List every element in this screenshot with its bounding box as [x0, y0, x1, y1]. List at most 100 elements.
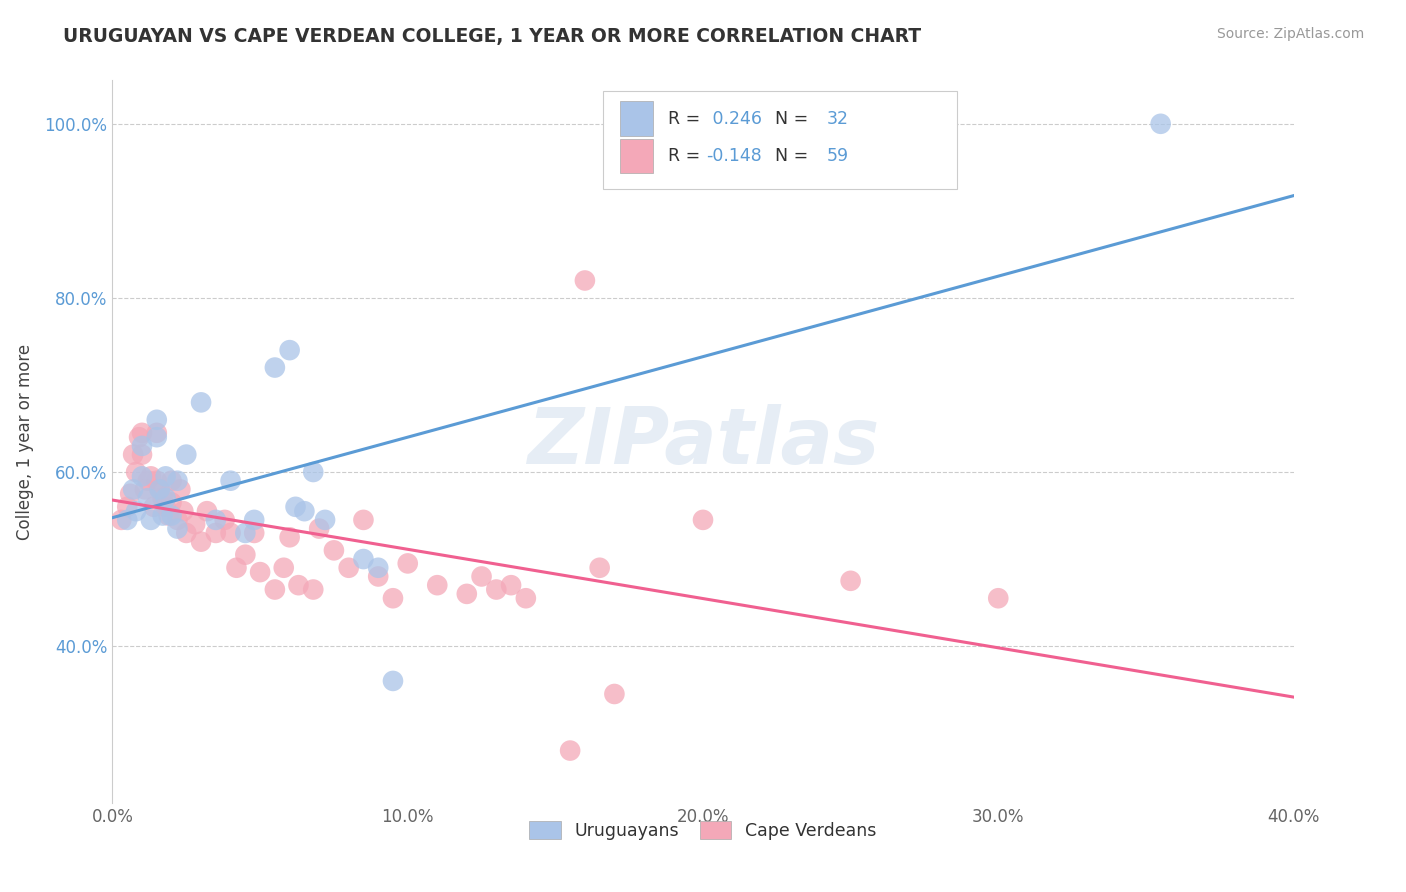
Point	[367, 561, 389, 575]
Point	[157, 508, 180, 523]
Point	[155, 469, 177, 483]
Point	[131, 469, 153, 483]
Point	[122, 483, 145, 497]
Point	[136, 491, 159, 505]
Text: R =: R =	[668, 147, 706, 165]
Point	[155, 491, 177, 505]
Point	[152, 491, 174, 505]
Point	[382, 591, 405, 606]
Point	[574, 273, 596, 287]
Point	[205, 513, 228, 527]
Point	[155, 500, 177, 514]
Point	[139, 469, 162, 483]
Point	[195, 504, 218, 518]
Text: ZIPatlas: ZIPatlas	[527, 403, 879, 480]
Point	[146, 413, 169, 427]
Point	[243, 525, 266, 540]
Text: R =: R =	[668, 110, 706, 128]
Point	[302, 582, 325, 597]
Point	[456, 587, 478, 601]
Point	[278, 530, 301, 544]
Text: 32: 32	[827, 110, 849, 128]
Point	[146, 474, 169, 488]
Point	[152, 508, 174, 523]
Point	[117, 500, 138, 514]
Point	[160, 508, 183, 523]
Point	[692, 513, 714, 527]
Text: Source: ZipAtlas.com: Source: ZipAtlas.com	[1216, 27, 1364, 41]
Point	[323, 543, 346, 558]
Point	[169, 483, 191, 497]
Point	[1150, 117, 1173, 131]
Text: -0.148: -0.148	[707, 147, 762, 165]
Point	[146, 430, 169, 444]
Legend: Uruguayans, Cape Verdeans: Uruguayans, Cape Verdeans	[520, 813, 886, 848]
Y-axis label: College, 1 year or more: College, 1 year or more	[15, 343, 34, 540]
Point	[225, 561, 247, 575]
Point	[337, 561, 360, 575]
Point	[470, 569, 494, 583]
Point	[278, 343, 301, 358]
Point	[249, 565, 271, 579]
Text: N =: N =	[765, 147, 814, 165]
Point	[190, 534, 212, 549]
Point	[172, 504, 194, 518]
Point	[149, 483, 172, 497]
FancyBboxPatch shape	[620, 101, 654, 136]
Point	[501, 578, 523, 592]
Text: URUGUAYAN VS CAPE VERDEAN COLLEGE, 1 YEAR OR MORE CORRELATION CHART: URUGUAYAN VS CAPE VERDEAN COLLEGE, 1 YEA…	[63, 27, 921, 45]
Point	[396, 557, 419, 571]
Point	[131, 439, 153, 453]
Point	[839, 574, 862, 588]
Point	[352, 552, 374, 566]
Point	[134, 483, 156, 497]
Point	[219, 525, 242, 540]
FancyBboxPatch shape	[620, 139, 654, 173]
Point	[184, 517, 207, 532]
Point	[166, 522, 188, 536]
Point	[243, 513, 266, 527]
Point	[233, 525, 256, 540]
Point	[139, 513, 162, 527]
Point	[136, 474, 159, 488]
Point	[142, 500, 165, 514]
Text: 0.246: 0.246	[707, 110, 762, 128]
Point	[125, 465, 148, 479]
Point	[219, 474, 242, 488]
Point	[122, 448, 145, 462]
Point	[174, 448, 197, 462]
Point	[131, 448, 153, 462]
Point	[603, 687, 626, 701]
Point	[264, 582, 287, 597]
FancyBboxPatch shape	[603, 91, 957, 189]
Point	[987, 591, 1010, 606]
Point	[558, 743, 582, 757]
Point	[515, 591, 537, 606]
Text: N =: N =	[765, 110, 814, 128]
Point	[120, 487, 142, 501]
Point	[205, 525, 228, 540]
Point	[160, 495, 183, 509]
Point	[174, 525, 197, 540]
Point	[146, 425, 169, 440]
Point	[308, 522, 330, 536]
Text: 59: 59	[827, 147, 849, 165]
Point	[273, 561, 295, 575]
Point	[287, 578, 309, 592]
Point	[302, 465, 325, 479]
Point	[149, 483, 172, 497]
Point	[110, 513, 132, 527]
Point	[166, 513, 188, 527]
Point	[352, 513, 374, 527]
Point	[131, 425, 153, 440]
Point	[426, 578, 449, 592]
Point	[117, 513, 138, 527]
Point	[166, 474, 188, 488]
Point	[284, 500, 307, 514]
Point	[264, 360, 287, 375]
Point	[292, 504, 315, 518]
Point	[233, 548, 256, 562]
Point	[367, 569, 389, 583]
Point	[314, 513, 336, 527]
Point	[382, 673, 405, 688]
